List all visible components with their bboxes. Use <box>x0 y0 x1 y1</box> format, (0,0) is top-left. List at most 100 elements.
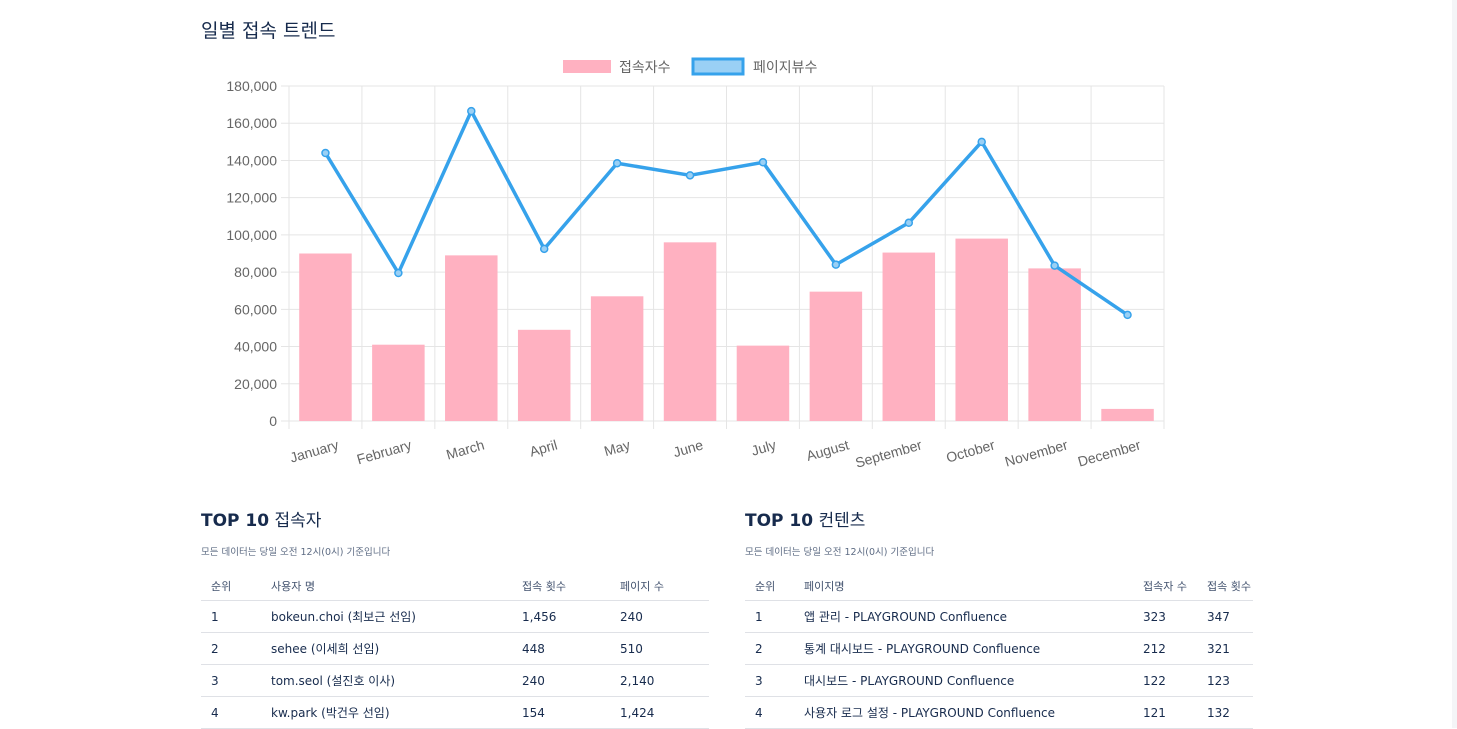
point-november <box>1050 261 1059 270</box>
y-tick-label: 140,000 <box>226 152 277 168</box>
y-tick-label: 160,000 <box>226 115 277 131</box>
column-header-rank[interactable]: 순위 <box>745 572 794 601</box>
visit-count-cell: 154 <box>512 696 610 729</box>
x-tick-label: January <box>288 437 340 466</box>
visit-count-cell: 347 <box>1197 600 1253 633</box>
bar-january <box>299 253 352 421</box>
top-users-title: TOP 10 접속자 <box>201 511 322 531</box>
rank-cell: 4 <box>745 696 794 729</box>
visitor-count-cell: 212 <box>1133 632 1197 665</box>
table-row[interactable]: 2 통계 대시보드 - PLAYGROUND Confluence 212 32… <box>745 632 1253 665</box>
y-tick-label: 20,000 <box>234 376 277 392</box>
x-tick-label: June <box>671 436 705 460</box>
y-tick-label: 180,000 <box>226 78 277 94</box>
rank-cell: 2 <box>201 632 261 665</box>
user-name-cell: sehee (이세희 선임) <box>261 632 512 665</box>
y-tick-label: 0 <box>269 413 277 429</box>
page-name-cell: 사용자 로그 설정 - PLAYGROUND Confluence <box>794 696 1133 729</box>
rank-cell: 4 <box>201 696 261 729</box>
y-tick-label: 60,000 <box>234 301 277 317</box>
point-march <box>467 106 476 116</box>
page-count-cell: 1,424 <box>610 696 709 729</box>
legend-swatch-visitors <box>563 60 611 73</box>
table-header-row: 순위 사용자 명 접속 횟수 페이지 수 <box>201 572 709 601</box>
visit-count-cell: 321 <box>1197 632 1253 665</box>
rank-cell: 3 <box>745 664 794 697</box>
table-row[interactable]: 4 kw.park (박건우 선임) 154 1,424 <box>201 696 709 729</box>
x-tick-label: August <box>804 436 850 463</box>
bar-march <box>445 255 498 421</box>
top-users-note: 모든 데이터는 당일 오전 12시(0시) 기준입니다 <box>201 547 391 558</box>
column-header-visitor-count[interactable]: 접속자 수 <box>1133 572 1197 601</box>
bar-august <box>809 291 863 421</box>
visitor-count-cell: 323 <box>1133 600 1197 633</box>
top-contents-note: 모든 데이터는 당일 오전 12시(0시) 기준입니다 <box>745 547 935 558</box>
point-september <box>904 218 914 228</box>
legend-label-pageviews: 페이지뷰수 <box>753 60 818 76</box>
table-row[interactable]: 3 tom.seol (설진호 이사) 240 2,140 <box>201 664 709 697</box>
table-row[interactable]: 2 sehee (이세희 선임) 448 510 <box>201 632 709 665</box>
bar-may <box>590 296 644 421</box>
column-header-visit-count[interactable]: 접속 횟수 <box>512 572 610 601</box>
legend-label-visitors: 접속자수 <box>619 60 671 76</box>
bar-december <box>1101 408 1154 421</box>
bar-july <box>736 345 790 421</box>
rank-cell: 3 <box>201 664 261 697</box>
page-count-cell: 240 <box>610 600 709 633</box>
point-may <box>612 158 622 168</box>
visitor-count-cell: 122 <box>1133 664 1197 697</box>
x-tick-label: October <box>944 436 997 465</box>
legend-swatch-pageviews <box>691 57 745 76</box>
point-october <box>977 137 986 147</box>
top-contents-table: 순위 페이지명 접속자 수 접속 횟수 1 앱 관리 - PLAYGROUND … <box>745 572 1253 729</box>
page-right-gutter <box>1452 0 1457 728</box>
y-tick-label: 80,000 <box>234 264 277 280</box>
top-users-section: TOP 10 접속자 모든 데이터는 당일 오전 12시(0시) 기준입니다 순… <box>201 506 709 729</box>
x-tick-label: September <box>853 436 924 470</box>
bar-february <box>372 344 425 421</box>
chart-title: 일별 접속 트렌드 <box>201 20 336 42</box>
page-count-cell: 510 <box>610 632 709 665</box>
page-name-cell: 통계 대시보드 - PLAYGROUND Confluence <box>794 632 1133 665</box>
x-tick-label: March <box>444 437 486 463</box>
rank-cell: 2 <box>745 632 794 665</box>
table-header-row: 순위 페이지명 접속자 수 접속 횟수 <box>745 572 1253 601</box>
point-august <box>831 260 841 269</box>
x-tick-label: February <box>355 437 413 468</box>
table-row[interactable]: 1 bokeun.choi (최보근 선임) 1,456 240 <box>201 600 709 633</box>
top-contents-title: TOP 10 컨텐츠 <box>745 511 866 531</box>
column-header-page-name[interactable]: 페이지명 <box>794 572 1133 601</box>
bar-september <box>882 252 936 421</box>
column-header-user-name[interactable]: 사용자 명 <box>261 572 512 601</box>
table-row[interactable]: 4 사용자 로그 설정 - PLAYGROUND Confluence 121 … <box>745 696 1253 729</box>
rank-cell: 1 <box>201 600 261 633</box>
column-header-page-count[interactable]: 페이지 수 <box>610 572 709 601</box>
top-contents-section: TOP 10 컨텐츠 모든 데이터는 당일 오전 12시(0시) 기준입니다 순… <box>745 506 1253 729</box>
visit-count-cell: 123 <box>1197 664 1253 697</box>
point-december <box>1123 310 1132 320</box>
user-name-cell: tom.seol (설진호 이사) <box>261 664 512 697</box>
page-name-cell: 앱 관리 - PLAYGROUND Confluence <box>794 600 1133 633</box>
x-tick-label: November <box>1003 436 1070 469</box>
x-tick-label: May <box>602 437 632 460</box>
bar-june <box>663 242 717 421</box>
point-january <box>321 148 330 158</box>
x-tick-label: April <box>528 437 559 460</box>
table-row[interactable]: 3 대시보드 - PLAYGROUND Confluence 122 123 <box>745 664 1253 697</box>
top-users-table: 순위 사용자 명 접속 횟수 페이지 수 1 bokeun.choi (최보근 … <box>201 572 709 729</box>
bar-october <box>955 238 1008 421</box>
visit-count-cell: 132 <box>1197 696 1253 729</box>
table-row[interactable]: 1 앱 관리 - PLAYGROUND Confluence 323 347 <box>745 600 1253 633</box>
page-name-cell: 대시보드 - PLAYGROUND Confluence <box>794 664 1133 697</box>
x-tick-label: July <box>749 437 777 459</box>
column-header-visit-count[interactable]: 접속 횟수 <box>1197 572 1253 601</box>
rank-cell: 1 <box>745 600 794 633</box>
page-count-cell: 2,140 <box>610 664 709 697</box>
column-header-rank[interactable]: 순위 <box>201 572 261 601</box>
daily-trend-chart: 0 20,000 40,000 60,000 80,000 100,000 120,000 1… <box>226 57 1165 471</box>
visit-count-cell: 240 <box>512 664 610 697</box>
bar-april <box>517 329 571 421</box>
y-tick-label: 120,000 <box>226 190 277 206</box>
point-july <box>758 158 768 167</box>
pageview-line <box>323 109 1129 317</box>
